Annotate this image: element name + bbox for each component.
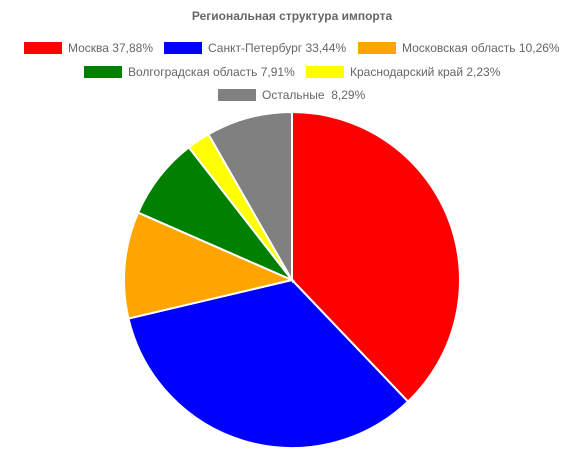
legend-label: Санкт-Петербург 33,44% xyxy=(208,41,346,55)
legend-label: Москва 37,88% xyxy=(68,41,153,55)
legend-label: Остальные 8,29% xyxy=(262,88,366,102)
legend-swatch xyxy=(306,66,344,78)
legend-label: Волгоградская область 7,91% xyxy=(128,65,295,79)
pie-slice xyxy=(123,211,296,320)
legend-swatch xyxy=(84,66,122,78)
legend-swatch xyxy=(24,42,62,54)
legend-swatch xyxy=(164,42,202,54)
legend-swatch xyxy=(358,42,396,54)
pie-slice xyxy=(291,110,461,403)
legend-label: Краснодарский край 2,23% xyxy=(350,65,501,79)
pie-slice xyxy=(207,110,293,284)
chart-title: Региональная структура импорта xyxy=(192,9,393,23)
pie-slice xyxy=(127,278,410,449)
legend-label: Московская область 10,26% xyxy=(402,41,560,55)
legend-swatch xyxy=(218,89,256,101)
